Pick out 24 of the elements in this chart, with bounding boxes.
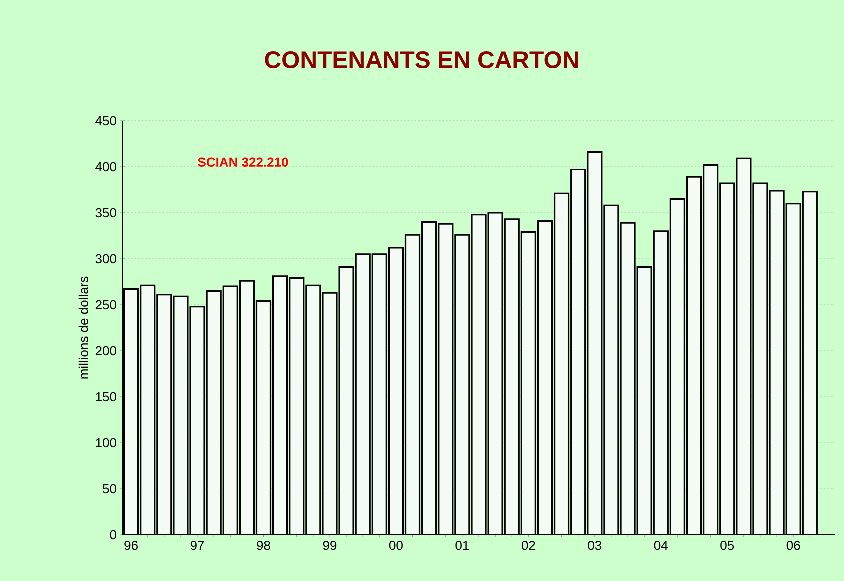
x-tick-label: 05 bbox=[720, 541, 734, 550]
y-tick-label: 400 bbox=[96, 162, 116, 172]
x-tick-label: 06 bbox=[786, 541, 800, 550]
annotation: SCIAN 322.210 bbox=[198, 158, 288, 167]
y-tick-label: 350 bbox=[96, 208, 116, 218]
y-tick-label: 300 bbox=[96, 254, 116, 264]
y-axis-title: millions de dollars bbox=[78, 276, 88, 379]
y-tick-label: 200 bbox=[96, 346, 116, 356]
x-tick-label: 00 bbox=[389, 541, 403, 550]
x-tick-label: 03 bbox=[588, 541, 602, 550]
y-tick-label: 250 bbox=[96, 300, 116, 310]
x-tick-label: 99 bbox=[323, 541, 337, 550]
x-tick-label: 96 bbox=[124, 541, 138, 550]
y-tick-label: 450 bbox=[96, 116, 116, 126]
chart-title: CONTENANTS EN CARTON bbox=[265, 52, 578, 68]
x-tick-label: 01 bbox=[456, 541, 470, 550]
x-tick-label: 04 bbox=[654, 541, 668, 550]
y-tick-label: 100 bbox=[96, 438, 116, 448]
x-tick-label: 98 bbox=[257, 541, 270, 550]
x-tick-label: 97 bbox=[190, 541, 204, 550]
y-tick-label: 0 bbox=[110, 530, 116, 540]
y-tick-label: 150 bbox=[96, 392, 116, 402]
y-tick-label: 50 bbox=[103, 484, 116, 494]
x-tick-label: 02 bbox=[522, 541, 536, 550]
